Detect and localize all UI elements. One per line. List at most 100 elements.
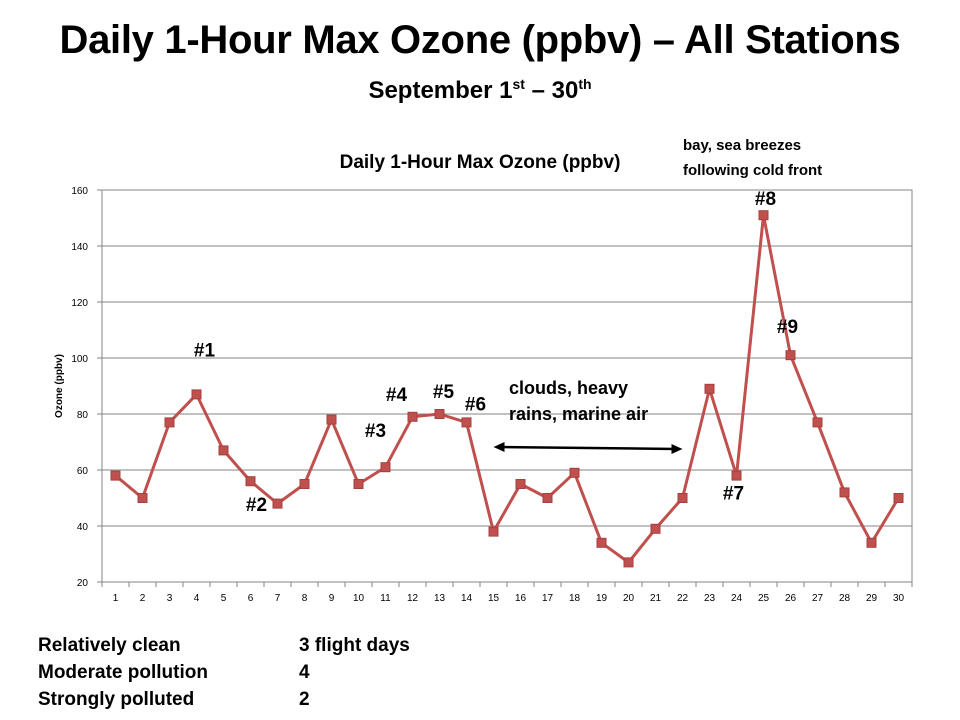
chart-annotations: clouds, heavy rains, marine air bay, sea b… — [493, 137, 822, 454]
data-point — [731, 470, 742, 481]
legend-category: Strongly polluted — [38, 689, 195, 710]
slide-title: Daily 1-Hour Max Ozone (ppbv) – All Stat… — [59, 18, 901, 62]
point-label: #1 — [194, 340, 216, 361]
data-point — [110, 470, 121, 481]
data-point — [596, 537, 607, 548]
x-tick-label: 23 — [704, 593, 716, 604]
ozone-line-chart: Daily 1-Hour Max Ozone (ppbv) 20 40 60 80 10… — [54, 137, 913, 604]
chart-grid — [102, 189, 912, 583]
x-axis-ticks: 1 2 3 4 5 6 7 8 9 10 11 12 13 14 15 16 17 18 19 20 21 22 23 24 2… — [101, 582, 913, 604]
data-point — [542, 493, 553, 503]
data-point — [623, 557, 634, 568]
y-tick-label: 80 — [77, 410, 89, 421]
legend-category: Moderate pollution — [38, 662, 208, 683]
x-tick-label: 25 — [758, 593, 770, 604]
data-point — [515, 479, 526, 489]
data-point — [488, 526, 499, 537]
legend-row-moderate: Moderate pollution 4 — [38, 659, 410, 686]
subtitle-sup-end: th — [578, 76, 592, 92]
legend-row-clean: Relatively clean 3 flight days — [38, 632, 410, 659]
x-tick-label: 4 — [194, 593, 200, 604]
annotation-clouds: clouds, heavy rains, marine air — [509, 378, 648, 424]
series-line — [114, 213, 900, 564]
annotation-line: clouds, heavy — [509, 378, 628, 398]
data-point — [866, 537, 877, 548]
data-point — [191, 389, 202, 400]
point-label: #4 — [386, 385, 408, 406]
subtitle-prefix: September 1 — [368, 77, 513, 104]
y-axis-ticks: 20 40 60 80 100 120 140 160 — [71, 186, 102, 589]
annotation-line: bay, sea breezes — [683, 137, 801, 154]
point-label: #2 — [246, 495, 267, 516]
y-tick-label: 120 — [71, 298, 88, 309]
data-point — [353, 479, 364, 489]
point-label: #3 — [365, 421, 386, 442]
y-tick-label: 160 — [71, 186, 88, 197]
x-tick-label: 28 — [839, 593, 851, 604]
annotation-bay: bay, sea breezes following cold front — [683, 137, 822, 179]
data-point — [272, 498, 283, 509]
arrow-head-left — [493, 442, 505, 452]
x-tick-label: 26 — [785, 593, 797, 604]
data-point — [893, 493, 904, 503]
y-axis-label: Ozone (ppbv) — [54, 354, 65, 418]
x-tick-label: 16 — [515, 593, 527, 604]
x-tick-label: 19 — [596, 593, 608, 604]
x-tick-label: 30 — [893, 593, 905, 604]
legend-category: Relatively clean — [38, 635, 181, 656]
data-point — [650, 523, 661, 534]
data-point — [704, 383, 715, 394]
x-tick-label: 27 — [812, 593, 824, 604]
data-point — [785, 350, 796, 361]
data-point — [326, 414, 337, 425]
x-tick-label: 12 — [407, 593, 419, 604]
point-labels: #1 #2 #3#4 #5 #6 #7 #8 #9 — [194, 189, 798, 516]
data-point — [677, 493, 688, 503]
x-tick-label: 1 — [113, 593, 119, 604]
x-tick-label: 15 — [488, 593, 500, 604]
x-tick-label: 8 — [302, 593, 308, 604]
subtitle-sup-start: st — [512, 76, 525, 92]
data-point — [461, 417, 472, 428]
slide-subtitle: September 1st – 30th — [0, 76, 960, 105]
x-tick-label: 13 — [434, 593, 446, 604]
x-tick-label: 3 — [167, 593, 173, 604]
point-label: #7 — [723, 484, 744, 505]
series-ozone — [110, 210, 904, 568]
y-tick-label: 60 — [77, 466, 89, 477]
y-tick-label: 40 — [77, 522, 89, 533]
x-tick-label: 9 — [329, 593, 335, 604]
x-tick-label: 22 — [677, 593, 689, 604]
data-point — [569, 467, 580, 478]
x-tick-label: 7 — [275, 593, 281, 604]
data-point — [164, 417, 175, 428]
data-point — [758, 210, 769, 221]
x-tick-label: 2 — [140, 593, 146, 604]
x-tick-label: 11 — [380, 593, 391, 604]
data-point — [137, 493, 148, 503]
arrow-head-right — [671, 444, 683, 454]
annotation-line: following cold front — [683, 162, 822, 179]
x-tick-label: 21 — [650, 593, 662, 604]
legend-value: 3 flight days — [299, 635, 410, 656]
x-tick-label: 14 — [461, 593, 473, 604]
y-tick-label: 20 — [77, 578, 89, 589]
legend-value: 2 — [299, 689, 310, 710]
data-point — [407, 411, 418, 422]
point-label: #6 — [465, 394, 486, 415]
arrow-shaft — [499, 445, 677, 451]
data-point — [299, 479, 310, 489]
chart-title: Daily 1-Hour Max Ozone (ppbv) — [340, 152, 621, 173]
annotation-line: rains, marine air — [509, 404, 648, 424]
data-point — [245, 476, 256, 487]
data-point — [434, 409, 445, 419]
x-tick-label: 10 — [353, 593, 365, 604]
legend-row-strong: Strongly polluted 2 — [38, 686, 410, 713]
x-tick-label: 17 — [542, 593, 554, 604]
legend-value: 4 — [299, 662, 310, 683]
data-point — [839, 487, 850, 498]
y-tick-label: 140 — [71, 242, 88, 253]
data-point — [218, 445, 229, 456]
x-tick-label: 29 — [866, 593, 878, 604]
flight-days-table: Relatively clean 3 flight days Moderate … — [38, 632, 410, 713]
